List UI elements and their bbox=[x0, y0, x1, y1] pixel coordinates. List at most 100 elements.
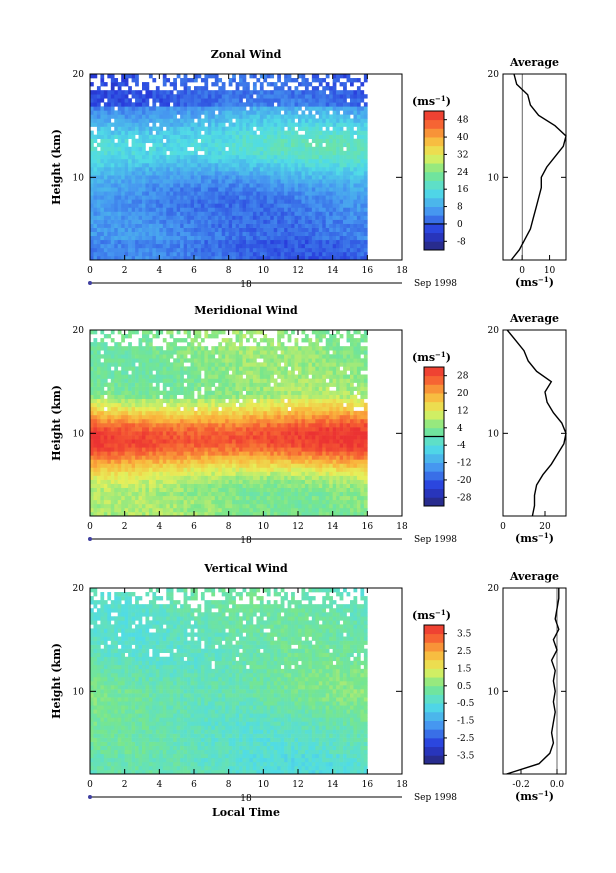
heatmap-cell bbox=[152, 475, 157, 480]
heatmap-cell bbox=[228, 199, 233, 204]
heatmap-cell bbox=[266, 207, 271, 212]
heatmap-cell bbox=[277, 191, 281, 196]
heatmap-cell bbox=[270, 74, 275, 79]
heatmap-cell bbox=[301, 138, 306, 144]
heatmap-cell bbox=[214, 191, 219, 196]
heatmap-cell bbox=[142, 382, 146, 387]
heatmap-cell bbox=[190, 370, 195, 375]
heatmap-cell bbox=[190, 427, 195, 432]
heatmap-cell bbox=[287, 223, 292, 228]
heatmap-cell bbox=[131, 150, 136, 156]
heatmap-cell bbox=[135, 447, 139, 452]
heatmap-cell bbox=[200, 338, 205, 343]
heatmap-cell bbox=[311, 114, 316, 119]
heatmap-cell bbox=[225, 175, 229, 180]
heatmap-cell bbox=[107, 362, 112, 367]
heatmap-cell bbox=[336, 243, 340, 249]
heatmap-cell bbox=[90, 146, 94, 152]
heatmap-cell bbox=[339, 239, 344, 245]
heatmap-cell bbox=[225, 106, 229, 111]
heatmap-cell bbox=[204, 447, 209, 452]
heatmap-cell bbox=[135, 346, 139, 351]
heatmap-cell bbox=[100, 475, 105, 480]
colorbar-label: 32 bbox=[457, 150, 468, 160]
heatmap-cell bbox=[356, 211, 361, 216]
heatmap-cell bbox=[155, 203, 160, 208]
heatmap-cell bbox=[90, 158, 94, 164]
x-tick-label: 8 bbox=[226, 266, 232, 276]
heatmap-cell bbox=[128, 507, 132, 513]
heatmap-cell bbox=[128, 471, 132, 476]
heatmap-cell bbox=[131, 358, 136, 363]
heatmap-cell bbox=[138, 126, 143, 131]
heatmap-cell bbox=[117, 219, 122, 224]
heatmap-cell bbox=[214, 179, 219, 184]
heatmap-cell bbox=[131, 251, 136, 257]
heatmap-cell bbox=[332, 118, 337, 123]
heatmap-cell bbox=[228, 146, 233, 152]
heatmap-cell bbox=[135, 455, 139, 460]
heatmap-cell bbox=[252, 231, 257, 237]
heatmap-cell bbox=[152, 487, 157, 493]
heatmap-cell bbox=[159, 463, 164, 468]
heatmap-cell bbox=[103, 122, 108, 127]
heatmap-cell bbox=[110, 483, 115, 488]
heatmap-cell bbox=[318, 215, 323, 220]
heatmap-cell bbox=[117, 467, 122, 472]
heatmap-cell bbox=[235, 167, 240, 172]
heatmap-cell bbox=[273, 122, 278, 127]
heatmap-cell bbox=[343, 102, 347, 107]
heatmap-cell bbox=[173, 471, 177, 476]
heatmap-cell bbox=[252, 154, 257, 160]
heatmap-cell bbox=[325, 211, 330, 216]
heatmap-cell bbox=[318, 78, 323, 83]
heatmap-cell bbox=[232, 134, 236, 139]
heatmap-cell bbox=[228, 187, 233, 192]
heatmap-cell bbox=[187, 346, 191, 351]
heatmap-cell bbox=[228, 171, 233, 176]
heatmap-cell bbox=[225, 90, 229, 95]
colorbar-band bbox=[424, 145, 444, 155]
heatmap-cell bbox=[284, 231, 288, 237]
heatmap-cell bbox=[249, 239, 254, 245]
heatmap-cell bbox=[131, 362, 136, 367]
heatmap-cell bbox=[273, 134, 278, 139]
heatmap-cell bbox=[166, 110, 171, 115]
heatmap-cell bbox=[121, 118, 125, 123]
heatmap-cell bbox=[131, 463, 136, 468]
heatmap-cell bbox=[363, 138, 368, 144]
heatmap-cell bbox=[259, 171, 264, 176]
heatmap-cell bbox=[166, 511, 171, 517]
heatmap-cell bbox=[173, 187, 177, 192]
heatmap-cell bbox=[93, 227, 98, 232]
heatmap-cell bbox=[159, 459, 164, 464]
heatmap-cell bbox=[96, 154, 101, 160]
heatmap-cell bbox=[218, 207, 223, 212]
heatmap-cell bbox=[100, 330, 105, 335]
heatmap-cell bbox=[221, 243, 226, 249]
heatmap-cell bbox=[204, 479, 209, 484]
heatmap-cell bbox=[325, 167, 330, 172]
heatmap-cell bbox=[124, 118, 129, 123]
heatmap-cell bbox=[204, 427, 209, 432]
heatmap-cell bbox=[93, 203, 98, 208]
heatmap-cell bbox=[183, 471, 188, 476]
heatmap-cell bbox=[110, 106, 115, 111]
heatmap-cell bbox=[308, 199, 313, 204]
heatmap-cell bbox=[176, 207, 181, 212]
heatmap-cell bbox=[298, 219, 302, 224]
heatmap-cell bbox=[336, 255, 340, 261]
heatmap-cell bbox=[145, 382, 150, 387]
heatmap-cell bbox=[336, 247, 340, 253]
heatmap-cell bbox=[336, 130, 340, 135]
heatmap-cell bbox=[103, 390, 108, 395]
heatmap-cell bbox=[190, 251, 195, 257]
heatmap-cell bbox=[200, 215, 205, 220]
heatmap-cell bbox=[204, 471, 209, 476]
heatmap-cell bbox=[194, 110, 198, 115]
heatmap-cell bbox=[187, 98, 191, 103]
heatmap-cell bbox=[318, 235, 323, 241]
heatmap-cell bbox=[308, 195, 313, 200]
heatmap-cell bbox=[110, 239, 115, 245]
heatmap-cell bbox=[173, 398, 177, 404]
